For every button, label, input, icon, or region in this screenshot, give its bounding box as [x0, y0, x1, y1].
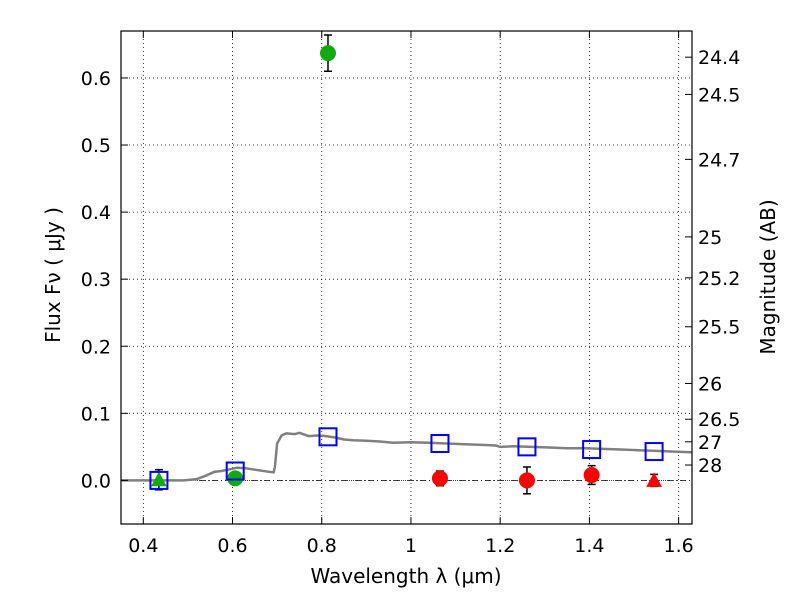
magnitude-tick-label: 28 [698, 455, 722, 477]
x-tick-label: 0.8 [307, 535, 337, 557]
y-tick-label: 0.2 [81, 336, 111, 358]
x-tick-label: 0.6 [217, 535, 247, 557]
green-triangle-marker [151, 471, 167, 487]
x-tick-labels: 0.4 0.6 0.8 1 1.2 1.4 1.6 [128, 535, 694, 557]
y-tick-label: 0.1 [81, 403, 111, 425]
x-tick-label: 1 [405, 535, 417, 557]
model-spectrum-line [121, 431, 693, 482]
y-tick-label: 0.0 [81, 470, 111, 492]
red-triangle-marker [646, 472, 662, 487]
data-markers [149, 45, 664, 490]
magnitude-tick-label: 24.7 [698, 149, 740, 171]
x-tick-label: 1.2 [485, 535, 515, 557]
y-axis-title: Flux Fν ( μJy ) [41, 207, 65, 343]
x-tick-label: 1.4 [574, 535, 604, 557]
green-circle-marker [319, 45, 336, 62]
red-circle-marker [583, 467, 600, 484]
axis-ticks [121, 31, 692, 524]
y-tick-labels: 0.0 0.1 0.2 0.3 0.4 0.5 0.6 [81, 68, 111, 492]
y-tick-label: 0.6 [81, 68, 111, 90]
magnitude-tick-label: 27 [698, 432, 722, 454]
magnitude-tick-label: 25 [698, 227, 722, 249]
y-tick-label: 0.4 [81, 202, 111, 224]
magnitude-tick-label: 24.4 [698, 47, 740, 69]
magnitude-tick-label: 25.5 [698, 317, 740, 339]
red-circle-marker [518, 472, 535, 489]
blue-square-marker [582, 440, 602, 460]
blue-square-marker [430, 434, 450, 454]
magnitude-tick-label: 26.5 [698, 409, 740, 431]
magnitude-tick-label: 25.2 [698, 268, 740, 290]
model-spectrum [121, 431, 693, 482]
blue-square-marker [318, 427, 338, 447]
blue-square-marker [517, 437, 537, 457]
magnitude-tick-label: 24.5 [698, 84, 740, 106]
error-bars [154, 34, 659, 495]
x-tick-label: 0.4 [128, 535, 158, 557]
x-tick-label: 1.6 [664, 535, 694, 557]
red-circle-marker [431, 470, 448, 487]
green-circle-marker [227, 470, 244, 487]
blue-square-marker [149, 470, 169, 490]
blue-square-marker [644, 442, 664, 462]
magnitude-axis-title: Magnitude (AB) [756, 199, 780, 354]
x-axis-title: Wavelength λ (μm) [310, 564, 501, 588]
blue-square-marker [225, 461, 245, 481]
y-tick-label: 0.5 [81, 135, 111, 157]
y-tick-label: 0.3 [81, 269, 111, 291]
magnitude-tick-label: 26 [698, 373, 722, 395]
